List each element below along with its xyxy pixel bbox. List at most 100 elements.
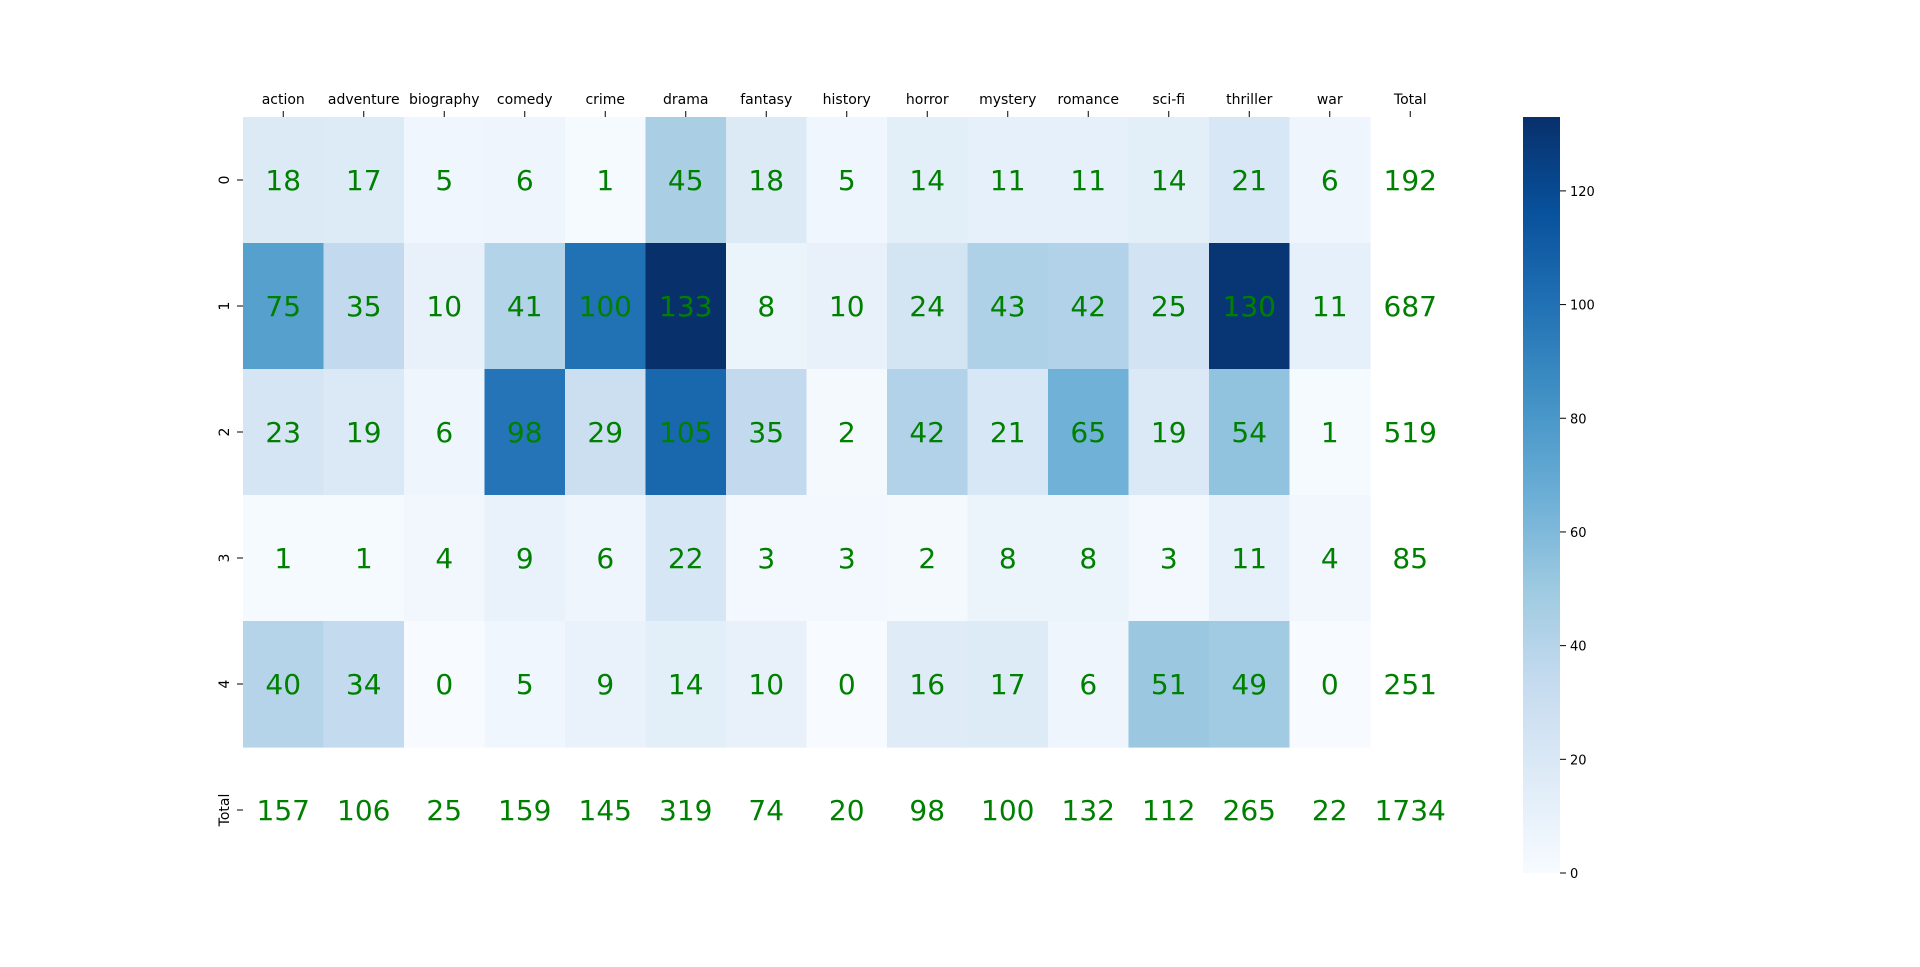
cell-value: 29 [587, 416, 623, 449]
cell-value: 3 [838, 542, 856, 575]
cell-value: 1 [274, 542, 292, 575]
heatmap-cell [1289, 621, 1371, 748]
heatmap-cell [806, 621, 888, 748]
cell-value: 14 [1151, 164, 1187, 197]
cell-value: 145 [579, 794, 632, 827]
cell-value: 319 [659, 794, 712, 827]
heatmap-cell [323, 117, 405, 244]
colorbar-tick-label: 100 [1570, 299, 1595, 314]
heatmap-cell [1048, 621, 1130, 748]
heatmap-cell [967, 117, 1049, 244]
heatmap-cell [1128, 369, 1210, 496]
cell-value: 9 [596, 668, 614, 701]
cell-value: 5 [516, 668, 534, 701]
cell-value: 9 [516, 542, 534, 575]
cell-value: 11 [1312, 290, 1348, 323]
cell-value: 265 [1223, 794, 1276, 827]
column-labels: action adventure biography comedy crime drama… [262, 92, 1427, 117]
cell-value: 16 [909, 668, 945, 701]
colorbar-tick-label: 20 [1570, 753, 1587, 768]
cell-value: 74 [748, 794, 784, 827]
cell-value: 34 [346, 668, 382, 701]
cell-value: 49 [1231, 668, 1267, 701]
cell-value: 159 [498, 794, 551, 827]
cell-value: 10 [748, 668, 784, 701]
column-label: Total [1393, 92, 1427, 108]
cell-value: 251 [1384, 668, 1437, 701]
heatmap-cell [1128, 117, 1210, 244]
cell-value: 65 [1070, 416, 1106, 449]
cell-value: 6 [1321, 164, 1339, 197]
cell-value: 18 [265, 164, 301, 197]
cell-value: 42 [1070, 290, 1106, 323]
heatmap-cell [726, 621, 808, 748]
heatmap-cell [1048, 495, 1130, 622]
cell-value: 6 [1079, 668, 1097, 701]
heatmap-cell [243, 243, 325, 370]
cell-value: 20 [829, 794, 865, 827]
heatmap-cell [243, 495, 325, 622]
colorbar-tick-label: 0 [1570, 867, 1578, 882]
heatmap-cell [645, 369, 727, 496]
cell-value: 5 [435, 164, 453, 197]
heatmap-cell [806, 369, 888, 496]
cell-value: 17 [990, 668, 1026, 701]
cell-value: 11 [990, 164, 1026, 197]
heatmap-cell [967, 621, 1049, 748]
cell-value: 100 [579, 290, 632, 323]
column-label: fantasy [740, 92, 792, 108]
cell-value: 23 [265, 416, 301, 449]
cell-value: 0 [838, 668, 856, 701]
heatmap-cell [323, 243, 405, 370]
heatmap-cell [404, 495, 486, 622]
cell-value: 40 [265, 668, 301, 701]
cell-value: 22 [668, 542, 704, 575]
column-label: horror [906, 92, 949, 108]
cell-value: 43 [990, 290, 1026, 323]
heatmap-cell [323, 369, 405, 496]
row-label: 1 [217, 302, 233, 311]
heatmap-cell [1289, 243, 1371, 370]
colorbar-tick-label: 40 [1570, 640, 1587, 655]
cell-value: 1 [1321, 416, 1339, 449]
cell-value: 2 [838, 416, 856, 449]
cell-value: 45 [668, 164, 704, 197]
colorbar-gradient [1523, 117, 1560, 873]
cell-value: 157 [257, 794, 310, 827]
cell-value: 18 [748, 164, 784, 197]
column-label: mystery [979, 92, 1036, 108]
heatmap-cell [726, 495, 808, 622]
heatmap-cell [243, 369, 325, 496]
cell-value: 19 [1151, 416, 1187, 449]
cell-value: 14 [909, 164, 945, 197]
heatmap-cell [484, 243, 566, 370]
heatmap-cell [565, 621, 647, 748]
column-label: comedy [497, 92, 553, 108]
cell-value: 687 [1384, 290, 1437, 323]
heatmap-cell [565, 243, 647, 370]
column-label: sci-fi [1152, 92, 1185, 108]
cell-value: 10 [829, 290, 865, 323]
cell-value: 75 [265, 290, 301, 323]
cell-value: 6 [516, 164, 534, 197]
heatmap-cell [645, 243, 727, 370]
heatmap-cell [1289, 495, 1371, 622]
cell-value: 11 [1231, 542, 1267, 575]
cell-value: 21 [990, 416, 1026, 449]
cell-value: 133 [659, 290, 712, 323]
colorbar: 0 20 40 60 80 100 120 [1523, 117, 1595, 882]
cell-value: 54 [1231, 416, 1267, 449]
heatmap-cell [645, 495, 727, 622]
row-label: 4 [217, 679, 233, 688]
heatmap-cell [243, 117, 325, 244]
cell-value: 105 [659, 416, 712, 449]
column-label: action [262, 92, 305, 108]
heatmap-cell [887, 369, 969, 496]
cell-value: 35 [346, 290, 382, 323]
cell-value: 8 [757, 290, 775, 323]
heatmap-cell [967, 495, 1049, 622]
column-label: drama [663, 92, 708, 108]
cell-value: 19 [346, 416, 382, 449]
heatmap-cell [484, 621, 566, 748]
cell-value: 3 [757, 542, 775, 575]
